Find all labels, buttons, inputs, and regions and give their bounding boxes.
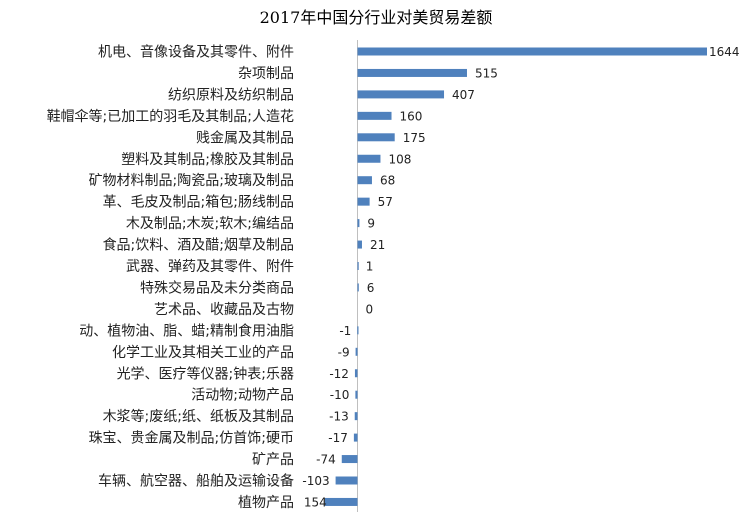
category-label: 艺术品、收藏品及古物 (154, 302, 294, 318)
data-label: -13 (329, 410, 349, 424)
data-label: -74 (316, 453, 336, 467)
bar (357, 240, 362, 249)
bar (354, 369, 358, 378)
data-label: -9 (338, 345, 350, 359)
category-label: 塑料及其制品;橡胶及其制品 (121, 151, 294, 168)
data-label: 175 (403, 131, 426, 145)
bar (357, 219, 360, 228)
bar (357, 47, 707, 56)
data-label: 160 (400, 109, 423, 123)
data-label: 6 (367, 281, 375, 295)
bar (357, 262, 359, 270)
bar (355, 347, 358, 356)
category-label: 木浆等;废纸;纸、纸板及其制品 (103, 408, 294, 425)
category-label: 木及制品;木炭;软木;编结品 (126, 216, 294, 232)
bar (357, 154, 381, 163)
category-label: 活动物;动物产品 (191, 388, 294, 404)
category-label: 化学工业及其相关工业的产品 (112, 345, 294, 361)
bar (357, 68, 467, 77)
data-label: -10 (330, 388, 350, 402)
category-label: 动、植物油、脂、蜡;精制食用油脂 (79, 322, 294, 339)
data-label: 154 (304, 495, 327, 509)
category-label: 矿物材料制品;陶瓷品;玻璃及制品 (89, 172, 294, 189)
data-label: -1 (339, 324, 351, 338)
bar (357, 133, 395, 142)
data-label: 1644 (709, 45, 740, 59)
category-label: 珠宝、贵金属及制品;仿首饰;硬币 (89, 431, 294, 447)
data-label: -17 (328, 431, 348, 445)
data-label: 21 (370, 238, 385, 252)
bar (355, 390, 358, 399)
category-label: 光学、医疗等仪器;钟表;乐器 (117, 365, 294, 382)
category-label: 植物产品 (238, 495, 294, 511)
category-label: 革、毛皮及制品;箱包;肠线制品 (103, 195, 294, 211)
category-label: 食品;饮料、酒及醋;烟草及制品 (103, 237, 294, 254)
bar (357, 197, 370, 206)
category-label: 武器、弹药及其零件、附件 (126, 259, 294, 275)
data-label: 0 (366, 302, 374, 316)
data-label: 57 (378, 195, 393, 209)
bar (354, 412, 358, 421)
data-label: 108 (388, 152, 411, 166)
category-label: 鞋帽伞等;已加工的羽毛及其制品;人造花 (47, 108, 294, 125)
data-label: -103 (302, 474, 329, 488)
bar (353, 433, 358, 442)
category-label: 特殊交易品及未分类商品 (140, 279, 294, 296)
bar (357, 283, 359, 292)
data-label: -12 (329, 367, 349, 381)
category-label: 杂项制品 (238, 66, 294, 82)
category-label: 车辆、航空器、船舶及运输设备 (98, 473, 294, 490)
data-label: 1 (366, 260, 374, 274)
bar (341, 455, 358, 464)
chart-title: 2017年中国分行业对美贸易差额 (259, 8, 493, 27)
category-label: 机电、音像设备及其零件、附件 (98, 44, 294, 61)
data-label: 515 (475, 66, 498, 80)
bar (357, 176, 372, 185)
bar (335, 476, 358, 485)
bar (357, 326, 359, 335)
bar (324, 497, 358, 506)
category-label: 矿产品 (252, 452, 294, 468)
category-label: 贱金属及其制品 (196, 130, 294, 146)
category-label: 纺织原料及纺织制品 (168, 87, 294, 103)
data-label: 407 (452, 88, 475, 102)
data-label: 9 (367, 217, 375, 231)
bar (357, 90, 445, 99)
bar (357, 111, 392, 120)
data-label: 68 (380, 174, 395, 188)
